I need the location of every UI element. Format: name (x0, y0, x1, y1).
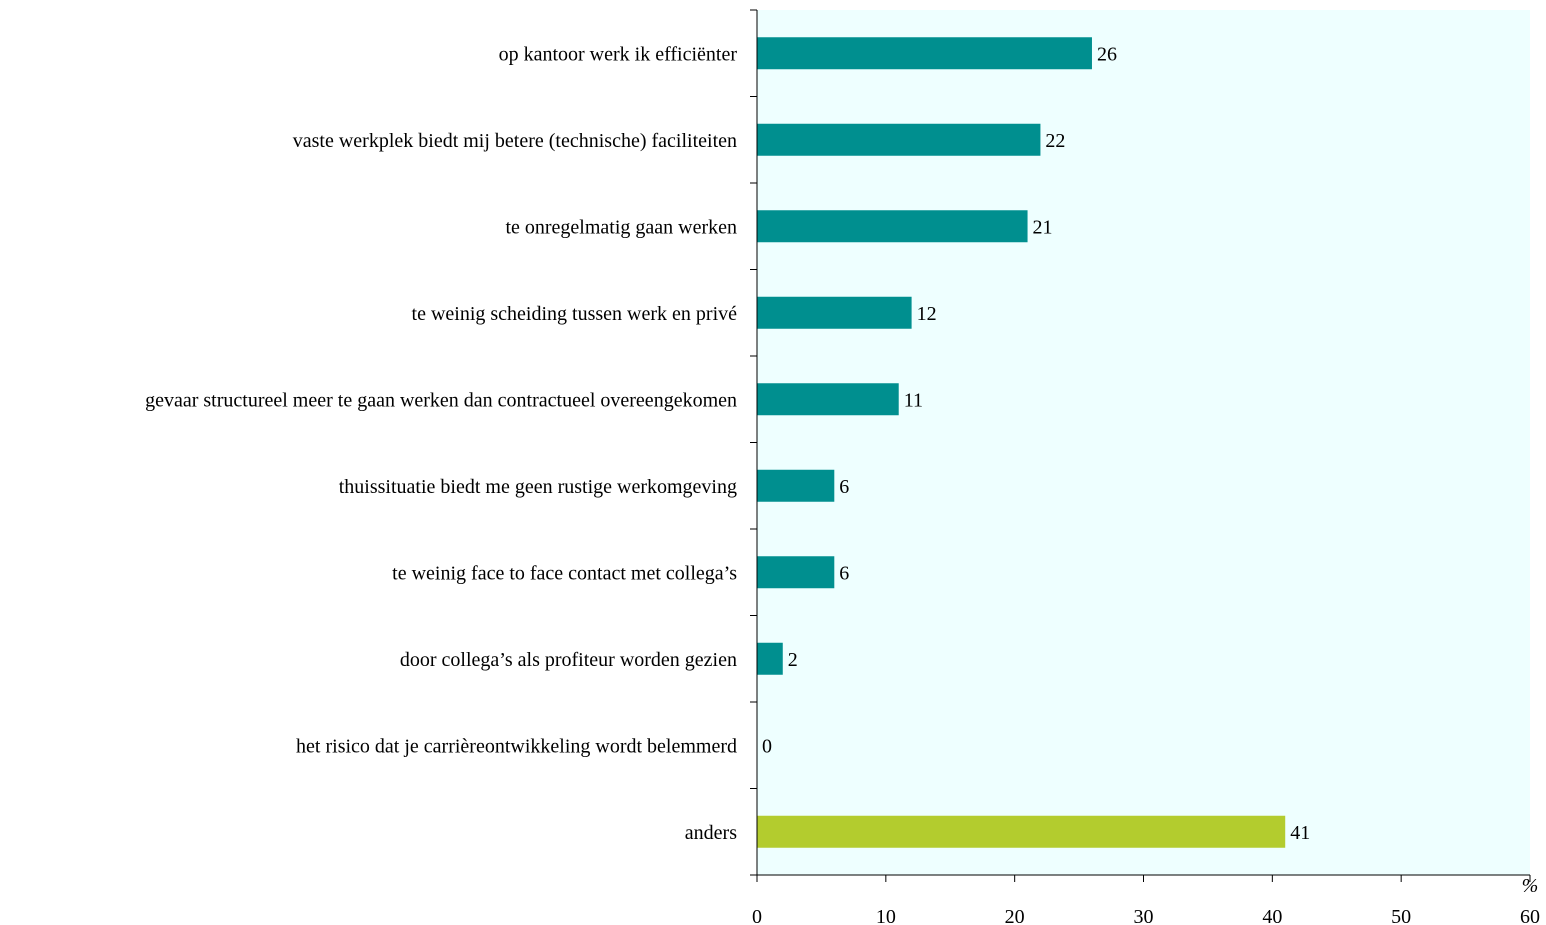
category-label-7: te weinig face to face contact met colle… (392, 562, 737, 584)
category-label-8: door collega’s als profiteur worden gezi… (400, 649, 737, 671)
x-tick-label-50: 50 (1391, 906, 1411, 925)
x-tick-label-40: 40 (1262, 906, 1282, 925)
value-label-4: 12 (917, 303, 937, 325)
bar-5 (757, 383, 899, 416)
category-label-2: vaste werkplek biedt mij betere (technis… (293, 130, 737, 152)
value-label-5: 11 (904, 389, 923, 411)
category-label-9: het risico dat je carrièreontwikkeling w… (296, 735, 737, 757)
category-label-3: te onregelmatig gaan werken (505, 216, 737, 238)
value-label-2: 22 (1045, 130, 1065, 152)
category-label-1: op kantoor werk ik efficiënter (499, 43, 738, 65)
x-tick-label-20: 20 (1005, 906, 1025, 925)
bar-4 (757, 296, 912, 329)
value-label-9: 0 (762, 735, 772, 757)
bar-10 (757, 815, 1286, 848)
value-label-1: 26 (1097, 43, 1117, 65)
bar-3 (757, 210, 1028, 243)
category-label-5: gevaar structureel meer te gaan werken d… (145, 389, 737, 411)
value-label-6: 6 (839, 476, 849, 498)
value-label-10: 41 (1290, 822, 1310, 844)
value-label-3: 21 (1033, 216, 1053, 238)
bar-1 (757, 37, 1092, 70)
x-axis-unit-label: % (1522, 875, 1539, 897)
x-tick-label-60: 60 (1520, 906, 1540, 925)
x-tick-label-10: 10 (876, 906, 896, 925)
x-tick-label-0: 0 (752, 906, 762, 925)
value-label-7: 6 (839, 562, 849, 584)
bar-7 (757, 556, 835, 589)
category-label-6: thuissituatie biedt me geen rustige werk… (339, 476, 737, 498)
bar-6 (757, 469, 835, 502)
category-label-4: te weinig scheiding tussen werk en privé (412, 303, 738, 325)
bar-2 (757, 123, 1041, 156)
value-label-8: 2 (788, 649, 798, 671)
x-tick-label-30: 30 (1134, 906, 1154, 925)
category-label-10: anders (685, 822, 737, 844)
bar-8 (757, 642, 783, 675)
